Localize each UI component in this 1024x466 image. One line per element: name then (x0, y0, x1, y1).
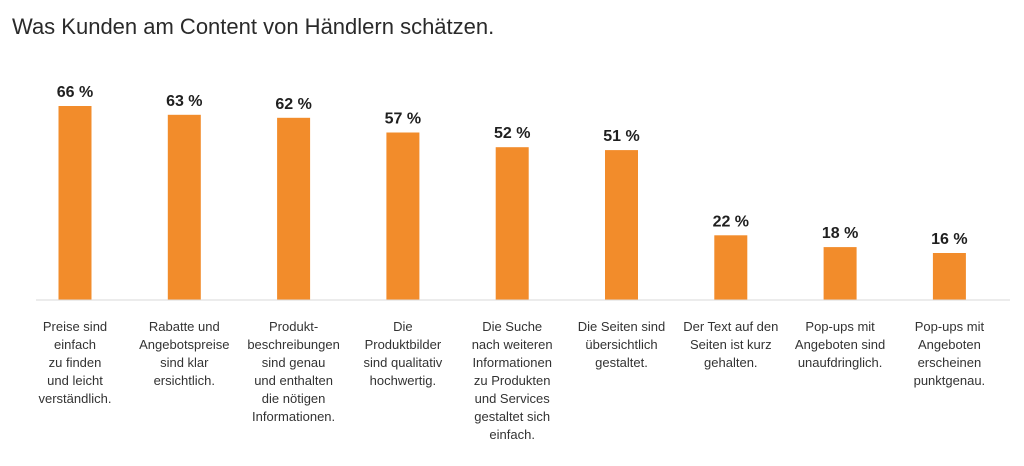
bar (714, 235, 748, 300)
category-label: Die Suche nach weiteren Informationen zu… (471, 319, 553, 442)
category-label: Der Text auf den Seiten ist kurz gehalte… (683, 319, 779, 370)
category-label: Rabatte und Angebotspreise sind klar ers… (139, 319, 230, 388)
bar (932, 253, 966, 300)
bar (167, 114, 201, 300)
chart-title: Was Kunden am Content von Händlern schät… (12, 14, 495, 39)
bar (58, 106, 92, 300)
data-label: 18 % (822, 225, 858, 242)
bar (823, 247, 857, 300)
bars-group: 66 % 63 % 62 % 57 % 52 % 51 % 22 % 18 % 16 % (57, 84, 968, 300)
data-label: 16 % (931, 231, 967, 248)
data-label: 62 % (275, 96, 311, 113)
data-label: 52 % (494, 125, 530, 142)
bar (605, 150, 638, 300)
data-label: 22 % (713, 213, 749, 230)
bar (386, 132, 420, 300)
category-label: Die Produktbilder sind qualitativ hochwe… (363, 319, 443, 388)
bar (277, 117, 311, 300)
category-label: Preise sind einfach zu finden und leicht… (38, 319, 112, 406)
data-label: 63 % (166, 93, 202, 110)
bar (495, 147, 529, 300)
data-label: 66 % (57, 84, 93, 101)
category-label: Die Seiten sind übersichtlich gestaltet. (577, 319, 666, 370)
category-label: Produkt- beschreibungen sind genau und e… (247, 319, 340, 424)
category-label: Pop-ups mit Angeboten erscheinen punktge… (913, 319, 986, 388)
data-label: 57 % (385, 111, 421, 128)
category-label: Pop-ups mit Angeboten sind unaufdringlic… (794, 319, 886, 370)
data-label: 51 % (603, 128, 639, 145)
